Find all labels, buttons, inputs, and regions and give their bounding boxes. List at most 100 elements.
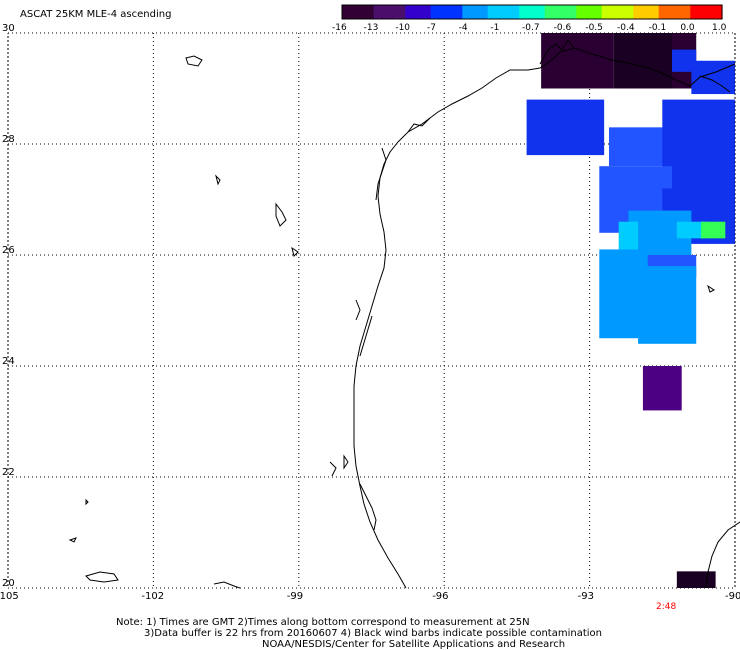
swath-cell [608, 127, 668, 167]
colorbar-segment [627, 5, 634, 19]
colorbar-segment [487, 5, 495, 19]
y-tick-label: 30 [2, 23, 15, 34]
swath-cell [526, 99, 605, 156]
colorbar-segment [709, 5, 717, 19]
colorbar-segment [589, 5, 596, 19]
wind-swath [526, 33, 735, 588]
colorbar-tick-label: -0.7 [522, 23, 540, 33]
colorbar-segment [437, 5, 444, 19]
colorbar-segment [405, 5, 413, 19]
colorbar-segment [557, 5, 565, 19]
colorbar-tick-label: -0.6 [553, 23, 572, 33]
colorbar-tick-label: -1 [490, 23, 500, 33]
colorbar-segment [690, 5, 698, 19]
colorbar-segment [506, 5, 514, 19]
colorbar-segment [481, 5, 489, 19]
colorbar-tick-label: -0.4 [617, 23, 635, 33]
colorbar-segment [576, 5, 584, 19]
y-tick-label: 24 [2, 356, 15, 367]
swath-cell [642, 366, 682, 411]
colorbar-segment [462, 5, 470, 19]
x-tick-label: -93 [577, 591, 594, 602]
colorbar-tick-label: -13 [363, 23, 379, 33]
colorbar [341, 4, 723, 20]
colorbar-segment [411, 5, 419, 19]
swath-cell [676, 571, 716, 588]
colorbar-segment [468, 5, 476, 19]
colorbar-segment [373, 5, 381, 19]
note-line-2: 3)Data buffer is 22 hrs from 20160607 4)… [144, 628, 602, 639]
colorbar-tick-label: -0.1 [648, 23, 667, 33]
swath-cell [613, 33, 672, 89]
note-line-1: Note: 1) Times are GMT 2)Times along bot… [116, 617, 530, 628]
colorbar-segment [582, 5, 590, 19]
colorbar-segment [449, 5, 457, 19]
colorbar-segment [551, 5, 558, 19]
colorbar-segment [494, 5, 501, 19]
y-tick-label: 28 [2, 134, 15, 145]
colorbar-segment [342, 5, 349, 19]
colorbar-segment [380, 5, 387, 19]
colorbar-segment [646, 5, 653, 19]
colorbar-segment [677, 5, 685, 19]
colorbar-segment [399, 5, 406, 19]
colorbar-tick-label: -10 [395, 23, 411, 33]
colorbar-tick-label: 1.0 [712, 23, 727, 33]
colorbar-segment [456, 5, 463, 19]
colorbar-segment [595, 5, 603, 19]
colorbar-segment [658, 5, 666, 19]
y-tick-label: 22 [2, 467, 15, 478]
colorbar-segment [639, 5, 647, 19]
colorbar-tick-label: 0.0 [680, 23, 695, 33]
colorbar-segment [392, 5, 400, 19]
colorbar-segment [430, 5, 438, 19]
colorbar-tick-label: -4 [458, 23, 468, 33]
colorbar-frame [341, 4, 723, 20]
colorbar-segment [519, 5, 527, 19]
colorbar-segment [544, 5, 552, 19]
colorbar-tick-label: -16 [332, 23, 347, 33]
colorbar-segment [703, 5, 710, 19]
colorbar-segment [475, 5, 482, 19]
colorbar-segment [525, 5, 533, 19]
colorbar-segment [538, 5, 546, 19]
colorbar-segment [671, 5, 679, 19]
time-label: 2:48 [656, 602, 677, 612]
colorbar-segment [500, 5, 508, 19]
colorbar-segment [633, 5, 641, 19]
colorbar-segment [620, 5, 628, 19]
plot-frame [7, 32, 736, 589]
colorbar-segment [418, 5, 425, 19]
colorbar-segment [715, 5, 723, 19]
colorbar-tick-label: -7 [427, 23, 436, 33]
y-tick-label: 20 [2, 578, 15, 589]
colorbar-segment [696, 5, 704, 19]
colorbar-segment [424, 5, 432, 19]
note-line-3: NOAA/NESDIS/Center for Satellite Applica… [262, 639, 566, 650]
x-tick-label: -99 [286, 591, 304, 602]
colorbar-segment [361, 5, 368, 19]
colorbar-segment [563, 5, 571, 19]
y-tick-label: 26 [2, 245, 15, 256]
swath-cell [701, 221, 726, 239]
colorbar-segment [367, 5, 375, 19]
x-tick-label: -102 [141, 591, 165, 602]
x-tick-label: -96 [432, 591, 449, 602]
colorbar-segment [608, 5, 615, 19]
colorbar-segment [570, 5, 577, 19]
colorbar-segment [652, 5, 660, 19]
colorbar-segment [348, 5, 356, 19]
colorbar-segment [443, 5, 451, 19]
swath-cell [638, 266, 697, 344]
colorbar-segment [354, 5, 362, 19]
coastline [68, 39, 740, 589]
colorbar-segment [386, 5, 394, 19]
swath-cell [691, 60, 735, 95]
colorbar-segment [684, 5, 691, 19]
colorbar-segment [614, 5, 622, 19]
colorbar-segment [601, 5, 609, 19]
swath-cell [541, 33, 614, 89]
map-title: ASCAT 25KM MLE-4 ascending [20, 9, 172, 20]
swath-cell [676, 221, 706, 239]
